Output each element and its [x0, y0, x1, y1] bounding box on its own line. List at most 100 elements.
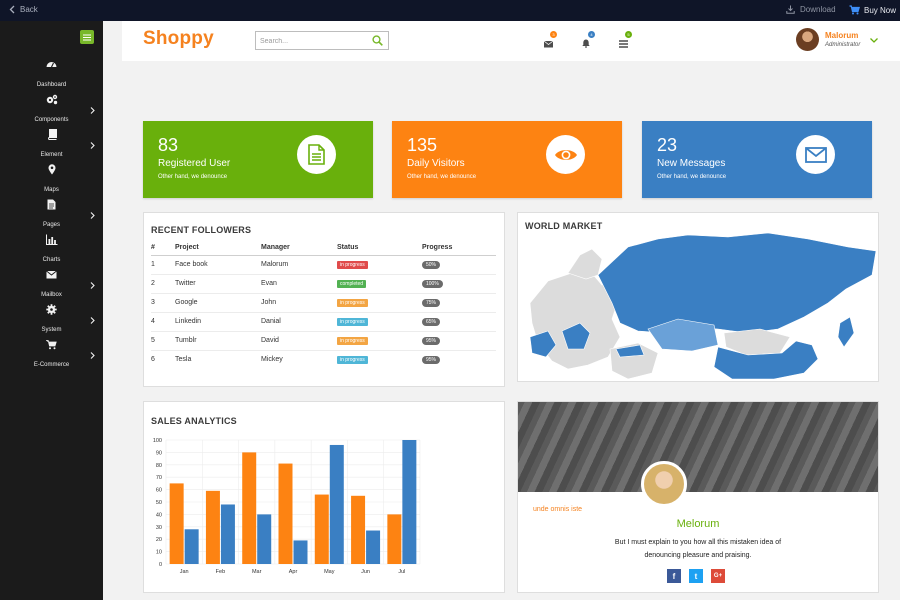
followers-table: # Project Manager Status Progress 1 Face… — [151, 241, 496, 369]
table-row[interactable]: 5 Tumblr David in progress 95% — [151, 331, 496, 351]
bar[interactable] — [293, 540, 308, 564]
bar[interactable] — [205, 490, 220, 564]
google-plus-button[interactable]: G+ — [711, 569, 725, 583]
facebook-button[interactable]: f — [667, 569, 681, 583]
sidebar-item-pages[interactable]: Pages — [0, 199, 103, 229]
sidebar-item-system[interactable]: System — [0, 304, 103, 334]
status-badge: in progress — [337, 298, 368, 307]
bar[interactable] — [366, 530, 381, 564]
panel-title: RECENT FOLLOWERS — [151, 225, 252, 235]
sidebar-item-label: Mailbox — [41, 292, 62, 298]
x-tick-label: Jun — [361, 569, 370, 575]
buy-now-link[interactable]: Buy Now — [849, 5, 896, 15]
map-region-central-europe[interactable] — [561, 322, 591, 350]
bar[interactable] — [351, 495, 366, 564]
bar[interactable] — [220, 504, 235, 564]
y-tick-label: 100 — [153, 438, 162, 444]
gears-icon — [46, 94, 57, 105]
map-region-iberia[interactable] — [529, 330, 557, 358]
map-region-scandinavia[interactable] — [567, 248, 603, 280]
menu-icon — [83, 33, 91, 41]
sidebar-toggle-button[interactable] — [80, 30, 94, 44]
stat-card-new-messages[interactable]: 23 New Messages Other hand, we denounce — [642, 121, 872, 198]
tasks-button[interactable]: 5 — [619, 31, 632, 53]
bar[interactable] — [402, 440, 417, 564]
top-bar: Back Download Buy Now — [0, 0, 900, 21]
profile-avatar[interactable] — [641, 461, 687, 507]
sidebar-item-label: Dashboard — [36, 82, 67, 88]
sidebar-item-e-commerce[interactable]: E-Commerce — [0, 339, 103, 369]
user-avatar[interactable] — [796, 28, 819, 51]
sidebar-item-element[interactable]: Element — [0, 129, 103, 159]
user-role: Administrator — [825, 42, 861, 48]
bar[interactable] — [314, 494, 329, 564]
chevron-down-icon[interactable] — [870, 38, 878, 43]
sidebar-item-label: E-Commerce — [33, 362, 70, 368]
download-link[interactable]: Download — [786, 5, 836, 14]
sidebar-item-label: Components — [34, 117, 69, 123]
sidebar-item-dashboard[interactable]: Dashboard — [0, 59, 103, 89]
y-tick-label: 80 — [156, 463, 162, 469]
twitter-button[interactable]: t — [689, 569, 703, 583]
y-tick-label: 20 — [156, 537, 162, 543]
bar[interactable] — [329, 444, 344, 564]
brand-logo[interactable]: Shoppy — [143, 28, 214, 49]
google-plus-icon: G+ — [713, 573, 723, 579]
row-number: 4 — [151, 312, 175, 332]
table-row[interactable]: 4 Linkedin Danial in progress 65% — [151, 312, 496, 332]
user-name[interactable]: Malorum — [825, 31, 859, 40]
bar[interactable] — [242, 452, 257, 564]
status-badge: in progress — [337, 355, 368, 364]
sidebar-item-maps[interactable]: Maps — [0, 164, 103, 194]
messages-button[interactable]: 3 — [543, 31, 557, 53]
bar[interactable] — [169, 483, 184, 564]
map-region-turkey[interactable] — [615, 344, 645, 358]
bar[interactable] — [278, 463, 293, 564]
table-row[interactable]: 6 Tesla Mickey in progress 95% — [151, 350, 496, 369]
row-number: 2 — [151, 274, 175, 294]
search-input[interactable] — [260, 35, 365, 47]
stat-title: New Messages — [657, 158, 726, 169]
row-project: Twitter — [175, 274, 261, 294]
sidebar-item-mailbox[interactable]: Mailbox — [0, 269, 103, 299]
table-row[interactable]: 2 Twitter Evan completed 100% — [151, 274, 496, 294]
eye-icon — [554, 149, 577, 160]
sidebar-item-components[interactable]: Components — [0, 94, 103, 124]
stat-card-daily-visitors[interactable]: 135 Daily Visitors Other hand, we denoun… — [392, 121, 622, 198]
map-region-japan[interactable] — [837, 316, 855, 348]
row-number: 6 — [151, 356, 155, 364]
sales-bar-chart[interactable]: 0 10 20 30 40 50 60 70 80 90 100 Jan Feb Mar Apr May Jun… — [144, 402, 506, 594]
back-link[interactable]: Back — [9, 5, 38, 14]
recent-followers-panel: RECENT FOLLOWERS # Project Manager Statu… — [143, 212, 505, 387]
row-project: Linkedin — [175, 312, 261, 332]
facebook-icon: f — [672, 571, 676, 581]
progress-badge: 75% — [422, 298, 441, 307]
search-icon[interactable] — [372, 35, 383, 46]
map-region-china[interactable] — [713, 340, 819, 379]
sidebar-item-charts[interactable]: Charts — [0, 234, 103, 264]
stat-title: Daily Visitors — [407, 158, 465, 169]
map-marker-icon — [48, 164, 55, 175]
envelope-icon — [804, 146, 827, 163]
notifications-button[interactable]: 4 — [582, 31, 595, 53]
bar[interactable] — [184, 529, 199, 564]
panel-title: SALES ANALYTICS — [151, 416, 237, 426]
bar-chart-icon — [45, 234, 57, 245]
bar[interactable] — [257, 514, 272, 564]
back-label: Back — [20, 5, 38, 14]
search-box — [255, 31, 389, 50]
stat-subtitle: Other hand, we denounce — [158, 174, 228, 180]
row-manager: Danial — [261, 312, 337, 332]
panel-title: WORLD MARKET — [525, 221, 603, 231]
bar[interactable] — [387, 514, 402, 564]
stat-subtitle: Other hand, we denounce — [407, 174, 477, 180]
list-icon — [619, 40, 628, 48]
stat-card-registered-users[interactable]: 83 Registered User Other hand, we denoun… — [143, 121, 373, 198]
tasks-badge: 5 — [625, 31, 632, 38]
world-map[interactable] — [528, 233, 878, 379]
map-region-russia[interactable] — [597, 233, 877, 334]
map-region-kazakhstan[interactable] — [647, 318, 719, 352]
stat-icon-circle — [796, 135, 835, 174]
table-row[interactable]: 3 Google John in progress 75% — [151, 293, 496, 313]
table-row[interactable]: 1 Face book Malorum in progress 50% — [151, 255, 496, 275]
